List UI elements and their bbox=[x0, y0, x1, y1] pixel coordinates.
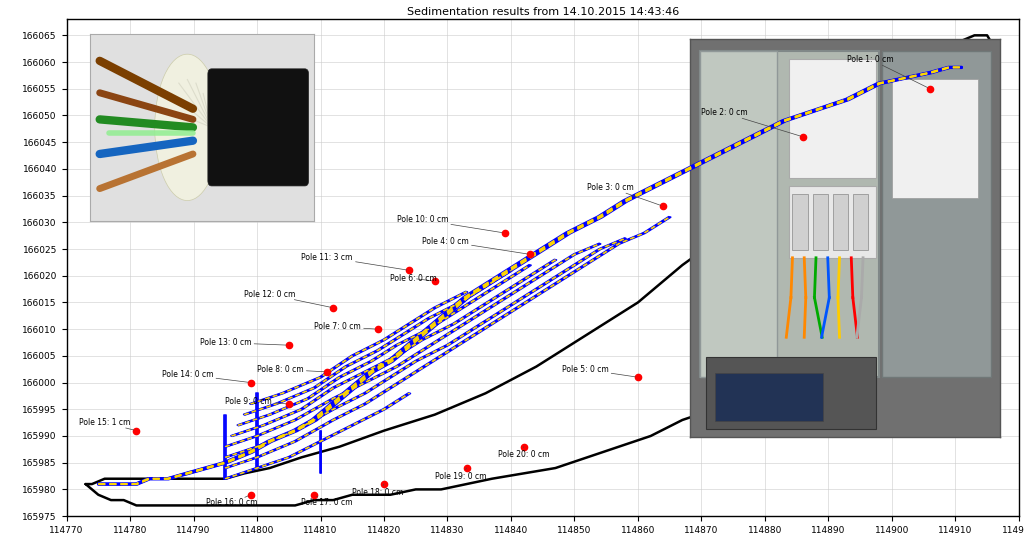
Text: Pole 6: 0 cm: Pole 6: 0 cm bbox=[390, 274, 437, 283]
Text: Pole 1: 0 cm: Pole 1: 0 cm bbox=[848, 55, 928, 88]
Text: Pole 9: 0 cm: Pole 9: 0 cm bbox=[225, 397, 286, 406]
Text: Pole 10: 0 cm: Pole 10: 0 cm bbox=[396, 215, 502, 232]
Text: Pole 18: 0 cm: Pole 18: 0 cm bbox=[352, 484, 403, 497]
Text: Pole 2: 0 cm: Pole 2: 0 cm bbox=[701, 109, 801, 136]
Text: Pole 5: 0 cm: Pole 5: 0 cm bbox=[562, 365, 635, 377]
Title: Sedimentation results from 14.10.2015 14:43:46: Sedimentation results from 14.10.2015 14… bbox=[407, 7, 679, 17]
Text: Pole 8: 0 cm: Pole 8: 0 cm bbox=[257, 365, 324, 374]
Text: Pole 15: 1 cm: Pole 15: 1 cm bbox=[79, 418, 134, 430]
Text: Pole 11: 3 cm: Pole 11: 3 cm bbox=[301, 253, 407, 270]
Text: Pole 7: 0 cm: Pole 7: 0 cm bbox=[314, 322, 375, 331]
Text: Pole 13: 0 cm: Pole 13: 0 cm bbox=[200, 338, 286, 347]
Text: Pole 20: 0 cm: Pole 20: 0 cm bbox=[499, 447, 550, 459]
Text: Pole 12: 0 cm: Pole 12: 0 cm bbox=[245, 290, 331, 307]
Text: Pole 4: 0 cm: Pole 4: 0 cm bbox=[422, 237, 527, 254]
Text: Pole 3: 0 cm: Pole 3: 0 cm bbox=[587, 183, 660, 205]
Text: Pole 16: 0 cm: Pole 16: 0 cm bbox=[206, 496, 258, 507]
Text: Pole 19: 0 cm: Pole 19: 0 cm bbox=[435, 468, 486, 481]
Text: Pole 14: 0 cm: Pole 14: 0 cm bbox=[162, 370, 248, 382]
Text: Pole 17: 0 cm: Pole 17: 0 cm bbox=[301, 496, 353, 507]
